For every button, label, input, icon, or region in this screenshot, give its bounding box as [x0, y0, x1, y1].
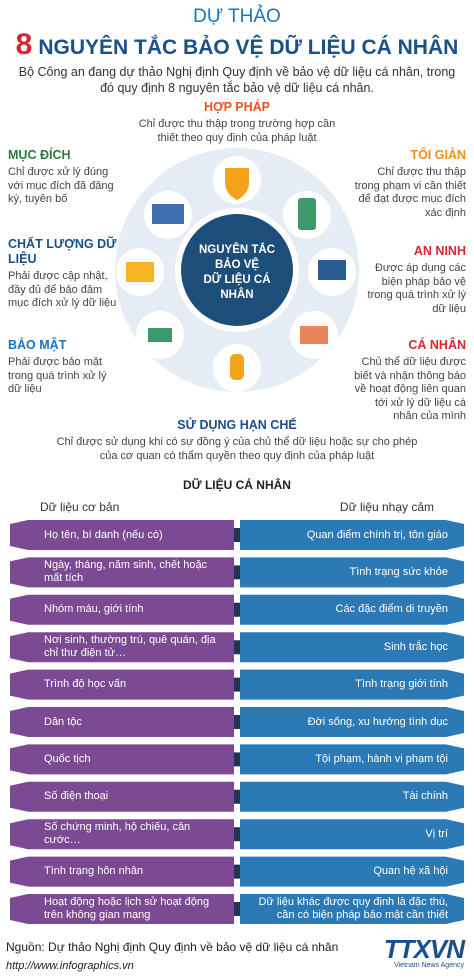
- sensitive-item: Tài chính: [402, 790, 448, 803]
- center-line: BẢO VỆ: [214, 259, 260, 271]
- principle-text: Phải được cập nhật, đầy đủ để bảo đảm mụ…: [8, 270, 117, 309]
- basic-item: Nhóm máu, giới tính: [44, 603, 144, 616]
- principle-text: Chỉ được thu thập trong trường hợp cần t…: [138, 118, 336, 144]
- principle-title: SỬ DỤNG HẠN CHẾ: [177, 418, 297, 432]
- principle: SỬ DỤNG HẠN CHẾ Chỉ được sử dụng khi có s…: [50, 418, 424, 463]
- sensitive-item: Các đặc điểm di truyền: [335, 603, 449, 616]
- principle-text: Chỉ được xử lý đúng với mục đích đã đăng…: [8, 166, 114, 205]
- basic-item: Số điện thoại: [44, 790, 109, 803]
- sensitive-band: [240, 781, 464, 812]
- basic-band: [10, 781, 234, 812]
- center-line: NGUYÊN TẮC: [198, 244, 276, 256]
- basic-item: Số chứng minh, hộ chiếu, căn cước…: [44, 821, 191, 847]
- sensitive-band: [240, 669, 464, 700]
- principle: BẢO MẬT Phải được bảo mật trong quá trình…: [8, 338, 120, 397]
- sensitive-item: Vị trí: [425, 827, 448, 840]
- principle-text: Phải được bảo mật trong quá trình xử lý …: [8, 356, 107, 395]
- sensitive-band: [240, 744, 464, 775]
- principle-text: Chỉ được sử dụng khi có sự đồng ý của ch…: [56, 436, 418, 462]
- center-disc: [181, 214, 293, 326]
- principle-title: CÁ NHÂN: [408, 338, 466, 352]
- icons: [116, 156, 356, 392]
- title-text: NGUYÊN TẮC BẢO VỆ DỮ LIỆU CÁ NHÂN: [38, 36, 459, 59]
- sensitive-item: Sinh trắc học: [383, 640, 448, 653]
- basic-item: Quốc tịch: [44, 752, 91, 765]
- column-heading: Dữ liệu nhạy cảm: [339, 500, 434, 514]
- sensitive-band: [240, 520, 464, 550]
- sensitive-band: [240, 894, 464, 924]
- principle-title: TỐI GIẢN: [410, 148, 466, 162]
- principle: TỐI GIẢN Chỉ được thu thập trong phạm vi …: [354, 148, 466, 220]
- sensitive-item: Đời sống, xu hướng tình dục: [307, 715, 448, 728]
- sensitive-item: Tội phạm, hành vi phạm tội: [315, 752, 448, 765]
- basic-band: [10, 744, 234, 775]
- sensitive-band: [240, 856, 464, 887]
- basic-band: [10, 594, 234, 625]
- principle: AN NINH Được áp dụng các biện pháp bảo vệ…: [354, 244, 466, 316]
- title-top: DỰ THẢO: [193, 6, 281, 27]
- sensitive-band: [240, 594, 464, 625]
- sensitive-band: [240, 632, 464, 663]
- basic-band: [10, 894, 234, 924]
- principle: HỢP PHÁP Chỉ được thu thập trong trường h…: [137, 100, 337, 145]
- source: Nguồn: Dự thảo Nghị định Quy định về bảo…: [6, 940, 339, 954]
- center-line: DỮ LIỆU CÁ NHÂN: [203, 274, 271, 301]
- sensitive-band: [240, 707, 464, 737]
- intro: Bộ Công an đang dự thảo Nghị định Quy đị…: [18, 65, 456, 95]
- basic-band: [10, 856, 234, 887]
- section-title: DỮ LIỆU CÁ NHÂN: [183, 478, 291, 492]
- sensitive-band: [240, 557, 464, 588]
- main-title: 8 NGUYÊN TẮC BẢO VỆ DỮ LIỆU CÁ NHÂN: [0, 28, 474, 62]
- sensitive-item: Tình trạng sức khỏe: [349, 565, 448, 578]
- basic-item: Dân tộc: [44, 715, 82, 728]
- basic-band: [10, 819, 234, 850]
- sensitive-item: Dữ liệu khác được quy định là đặc thù, c…: [258, 896, 449, 921]
- principle: CÁ NHÂN Chủ thể dữ liệu được biết và nhận…: [350, 338, 466, 424]
- basic-band: [10, 557, 234, 588]
- center-label: NGUYÊN TẮC BẢO VỆ DỮ LIỆU CÁ NHÂN: [187, 243, 287, 303]
- principle-text: Chủ thể dữ liệu được biết và nhận thông …: [354, 356, 466, 422]
- url: http://www.infographics.vn: [6, 960, 134, 972]
- logo: TTXVN: [383, 934, 465, 964]
- basic-item: Tình trạng hôn nhân: [44, 865, 144, 878]
- basic-item: Trình độ học vấn: [44, 678, 127, 691]
- sensitive-band: [240, 819, 464, 850]
- title-number: 8: [15, 28, 33, 61]
- principle: MỤC ĐÍCH Chỉ được xử lý đúng với mục đích…: [8, 148, 120, 207]
- principle-title: CHẤT LƯỢNG DỮ LIỆU: [8, 237, 117, 266]
- basic-item: Ngày, tháng, năm sinh, chết hoặc mất tíc…: [44, 559, 208, 585]
- principle-text: Chỉ được thu thập trong phạm vi cần thiế…: [354, 166, 466, 219]
- principle-title: AN NINH: [413, 244, 466, 258]
- logo-sub: Vietnam News Agency: [394, 962, 464, 969]
- sensitive-item: Quan điểm chính trị, tôn giáo: [306, 528, 448, 541]
- basic-band: [10, 632, 234, 663]
- principle-title: MỤC ĐÍCH: [8, 148, 71, 162]
- principle: CHẤT LƯỢNG DỮ LIỆU Phải được cập nhật, đầ…: [8, 237, 120, 311]
- principle-title: BẢO MẬT: [8, 338, 67, 352]
- sensitive-item: Tình trạng giới tính: [355, 678, 448, 691]
- basic-item: Nơi sinh, thường trú, quê quán, địa chỉ …: [44, 634, 216, 660]
- basic-band: [10, 669, 234, 700]
- basic-item: Hoạt động hoặc lịch sử hoạt động trên kh…: [44, 896, 210, 921]
- basic-band: [10, 520, 234, 550]
- basic-band: [10, 707, 234, 737]
- principle-title: HỢP PHÁP: [203, 100, 270, 114]
- basic-item: Họ tên, bí danh (nếu có): [44, 528, 163, 541]
- sensitive-item: Quan hệ xã hội: [373, 865, 448, 878]
- principle-text: Được áp dụng các biện pháp bảo vệ trong …: [367, 262, 466, 315]
- column-heading: Dữ liệu cơ bản: [40, 500, 120, 514]
